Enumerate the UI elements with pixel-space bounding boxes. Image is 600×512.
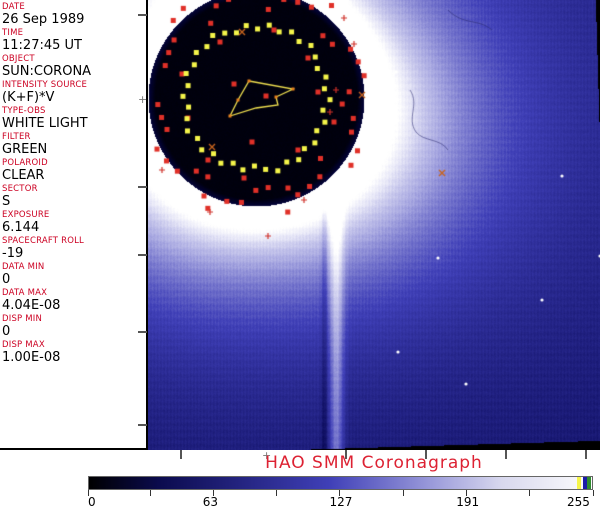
axis-tick-left <box>138 14 147 16</box>
metadata-key: INTENSITY SOURCE <box>2 80 88 90</box>
metadata-item: OBJECT SUN:CORONA <box>2 54 146 79</box>
metadata-key: DISP MIN <box>2 314 43 324</box>
axis-tick-left <box>138 331 147 333</box>
metadata-value: 0 <box>2 324 11 339</box>
axis-tick-bottom <box>180 450 182 459</box>
colorbar-tick-label: 255 <box>567 495 590 509</box>
axis-tick-bottom <box>505 450 507 459</box>
metadata-key: DISP MAX <box>2 340 45 350</box>
colorbar-tick <box>88 490 89 496</box>
metadata-value: S <box>2 194 11 209</box>
colorbar-tick <box>593 490 594 496</box>
metadata-key: SPACECRAFT ROLL <box>2 236 84 246</box>
page-title: HAO SMM Coronagraph <box>265 453 483 473</box>
axis-tick-left <box>138 186 147 188</box>
axis-cross-bottom: + <box>262 449 272 462</box>
colorbar-tick-label: 127 <box>329 495 353 509</box>
metadata-sidebar: DATE 26 Sep 1989 TIME 11:27:45 UT OBJECT SUN:… <box>0 0 148 450</box>
metadata-item: TYPE-OBS WHITE LIGHT <box>2 106 146 131</box>
metadata-item: FILTER GREEN <box>2 132 146 157</box>
axis-tick-bottom <box>425 450 427 459</box>
colorbar-tick-label: 0 <box>88 495 96 509</box>
metadata-key: POLAROID <box>2 158 48 168</box>
yellow-mark <box>576 477 582 489</box>
metadata-item: DISP MIN 0 <box>2 314 146 339</box>
metadata-value: CLEAR <box>2 168 45 183</box>
metadata-key: EXPOSURE <box>2 210 50 220</box>
axis-tick-bottom <box>345 450 347 459</box>
axis-tick-left <box>138 254 147 256</box>
metadata-value: 11:27:45 UT <box>2 38 82 53</box>
metadata-value: (K+F)*V <box>2 90 55 105</box>
colorbar-ramp <box>89 477 592 489</box>
metadata-item: INTENSITY SOURCE (K+F)*V <box>2 80 146 105</box>
metadata-value: 0 <box>2 272 11 287</box>
axis-tick-left <box>138 424 147 426</box>
metadata-key: FILTER <box>2 132 31 142</box>
metadata-key: DATA MAX <box>2 288 48 298</box>
metadata-value: 4.04E-08 <box>2 298 61 313</box>
axis-cross-left: + <box>138 93 148 106</box>
metadata-value: 26 Sep 1989 <box>2 12 85 27</box>
metadata-key: OBJECT <box>2 54 35 64</box>
colorbar-tick-label: 191 <box>456 495 480 509</box>
metadata-value: -19 <box>2 246 24 261</box>
metadata-key: DATA MIN <box>2 262 45 272</box>
metadata-value: GREEN <box>2 142 48 157</box>
metadata-key: DATE <box>2 2 25 12</box>
colorbar-minor-tick <box>150 490 152 496</box>
metadata-value: WHITE LIGHT <box>2 116 88 131</box>
metadata-item: TIME 11:27:45 UT <box>2 28 146 53</box>
metadata-item: DATA MIN 0 <box>2 262 146 287</box>
metadata-value: 1.00E-08 <box>2 350 61 365</box>
axis-tick-bottom <box>585 450 587 459</box>
colorbar-minor-tick <box>529 490 531 496</box>
metadata-item: DISP MAX 1.00E-08 <box>2 340 146 365</box>
colorbar-tick <box>466 490 468 496</box>
metadata-value: 6.144 <box>2 220 40 235</box>
metadata-key: SECTOR <box>2 184 38 194</box>
metadata-key: TYPE-OBS <box>2 106 46 116</box>
metadata-item: EXPOSURE 6.144 <box>2 210 146 235</box>
colorbar-minor-tick <box>402 490 404 496</box>
metadata-item: POLAROID CLEAR <box>2 158 146 183</box>
colorbar-gradient[interactable] <box>88 476 593 490</box>
colorbar-tick-label: 63 <box>202 495 219 509</box>
metadata-key: TIME <box>2 28 24 38</box>
metadata-item: SPACECRAFT ROLL -19 <box>2 236 146 261</box>
metadata-value: SUN:CORONA <box>2 64 92 79</box>
blue-mark <box>582 477 587 489</box>
colorbar[interactable]: 0 63 127 191 255 <box>88 476 594 509</box>
coronagraph-image[interactable] <box>148 0 600 450</box>
metadata-item: SECTOR S <box>2 184 146 209</box>
colorbar-tick <box>339 490 341 496</box>
metadata-item: DATE 26 Sep 1989 <box>2 2 146 27</box>
green-mark <box>587 477 592 489</box>
metadata-item: DATA MAX 4.04E-08 <box>2 288 146 313</box>
coronagraph-image-panel[interactable] <box>148 0 600 450</box>
colorbar-minor-tick <box>275 490 277 496</box>
colorbar-tick <box>212 490 214 496</box>
